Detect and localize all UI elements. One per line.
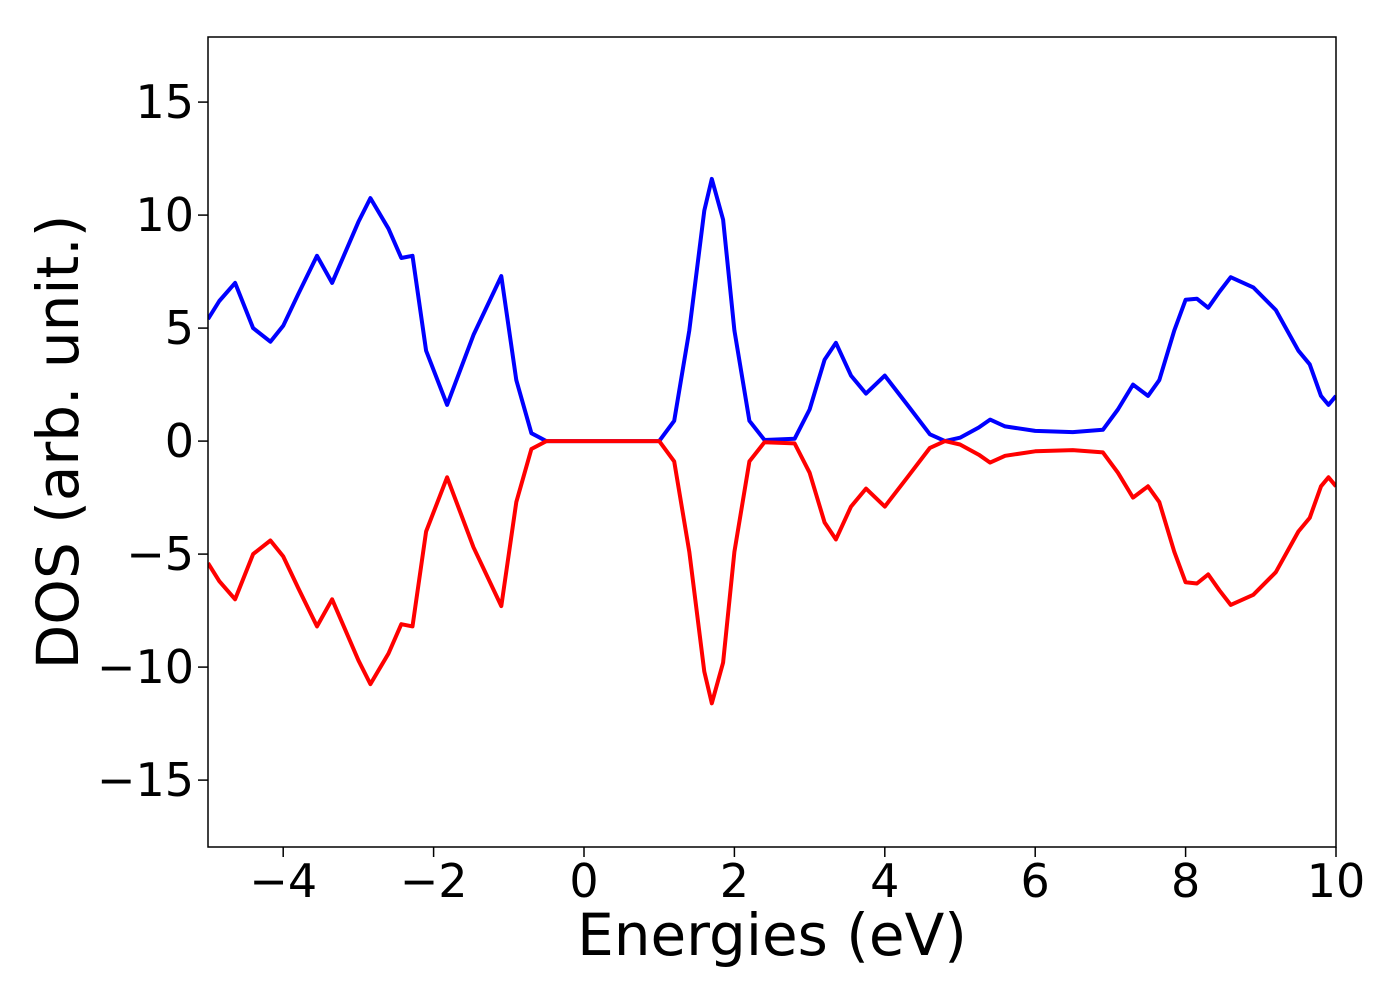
x-tick-label: 4: [870, 854, 899, 908]
x-axis-label: Energies (eV): [577, 901, 967, 969]
x-tick-label: −4: [249, 854, 317, 908]
y-tick-label: −10: [97, 640, 194, 694]
x-tick-label: −2: [400, 854, 468, 908]
y-tick-label: 15: [135, 75, 194, 129]
y-tick-label: 5: [165, 301, 194, 355]
series-line: [208, 439, 1336, 706]
y-tick-label: 10: [135, 188, 194, 242]
y-tick-label: −15: [97, 753, 194, 807]
y-tick-label: −5: [126, 527, 194, 581]
x-tick-label: 10: [1307, 854, 1366, 908]
x-tick-label: 8: [1171, 854, 1200, 908]
plot-frame: [207, 36, 1337, 848]
plot-lines: [208, 176, 1336, 706]
y-axis-label: DOS (arb. unit.): [24, 215, 92, 670]
x-tick-label: 6: [1021, 854, 1050, 908]
y-tick-label: 0: [165, 414, 194, 468]
x-tick-label: 0: [569, 854, 598, 908]
x-tick-label: 2: [720, 854, 749, 908]
series-line: [208, 176, 1336, 444]
